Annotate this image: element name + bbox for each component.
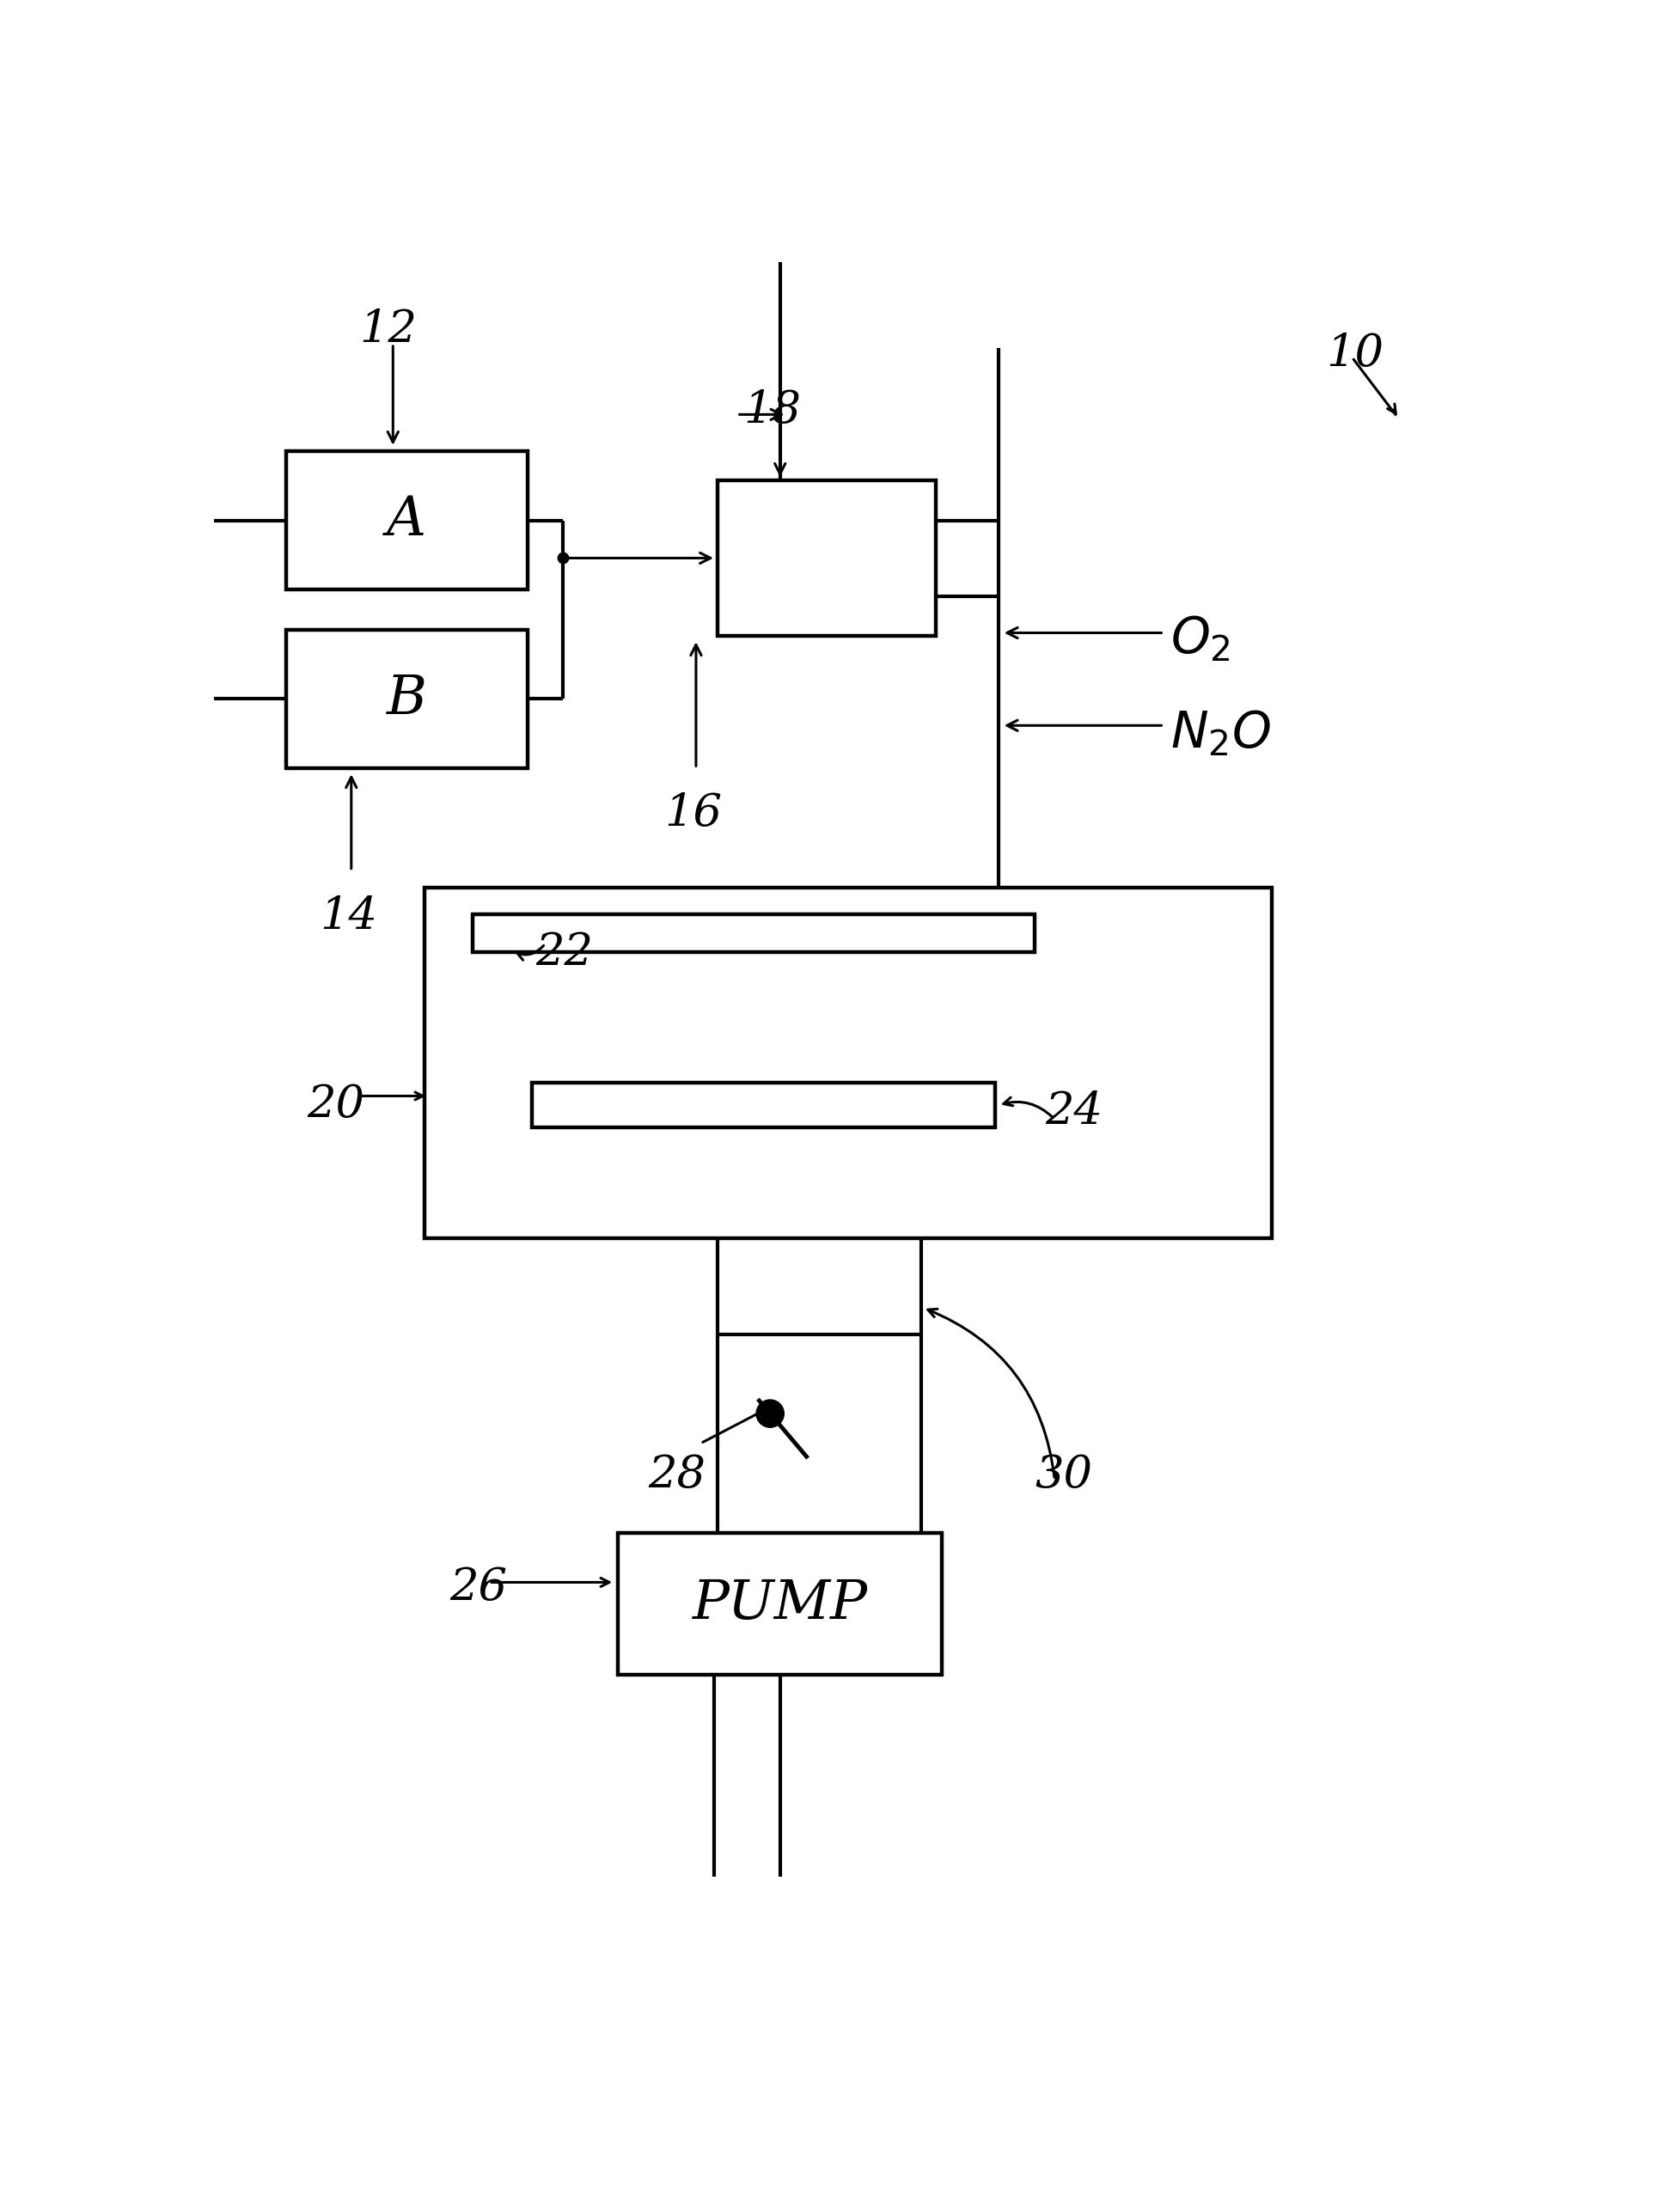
Bar: [425, 888, 1272, 1237]
Text: 26: 26: [449, 1565, 507, 1609]
Text: $N_2O$: $N_2O$: [1169, 708, 1270, 759]
Text: 16: 16: [664, 791, 721, 835]
Bar: [472, 914, 1035, 953]
Text: B: B: [386, 673, 427, 726]
Text: 28: 28: [647, 1454, 706, 1497]
Text: A: A: [386, 494, 427, 546]
Bar: [286, 450, 528, 590]
Text: 24: 24: [1045, 1089, 1102, 1132]
Text: 10: 10: [1326, 332, 1383, 376]
Text: $O_2$: $O_2$: [1169, 614, 1230, 665]
Text: 20: 20: [307, 1082, 365, 1126]
Text: PUMP: PUMP: [692, 1578, 867, 1631]
Bar: [717, 481, 936, 636]
Bar: [286, 630, 528, 769]
Text: 22: 22: [534, 931, 593, 975]
Bar: [618, 1532, 942, 1674]
Text: 12: 12: [360, 308, 417, 352]
Text: 14: 14: [319, 894, 378, 938]
Circle shape: [756, 1401, 783, 1427]
Text: 18: 18: [743, 389, 801, 433]
Text: 30: 30: [1035, 1454, 1092, 1497]
Bar: [531, 1082, 995, 1128]
